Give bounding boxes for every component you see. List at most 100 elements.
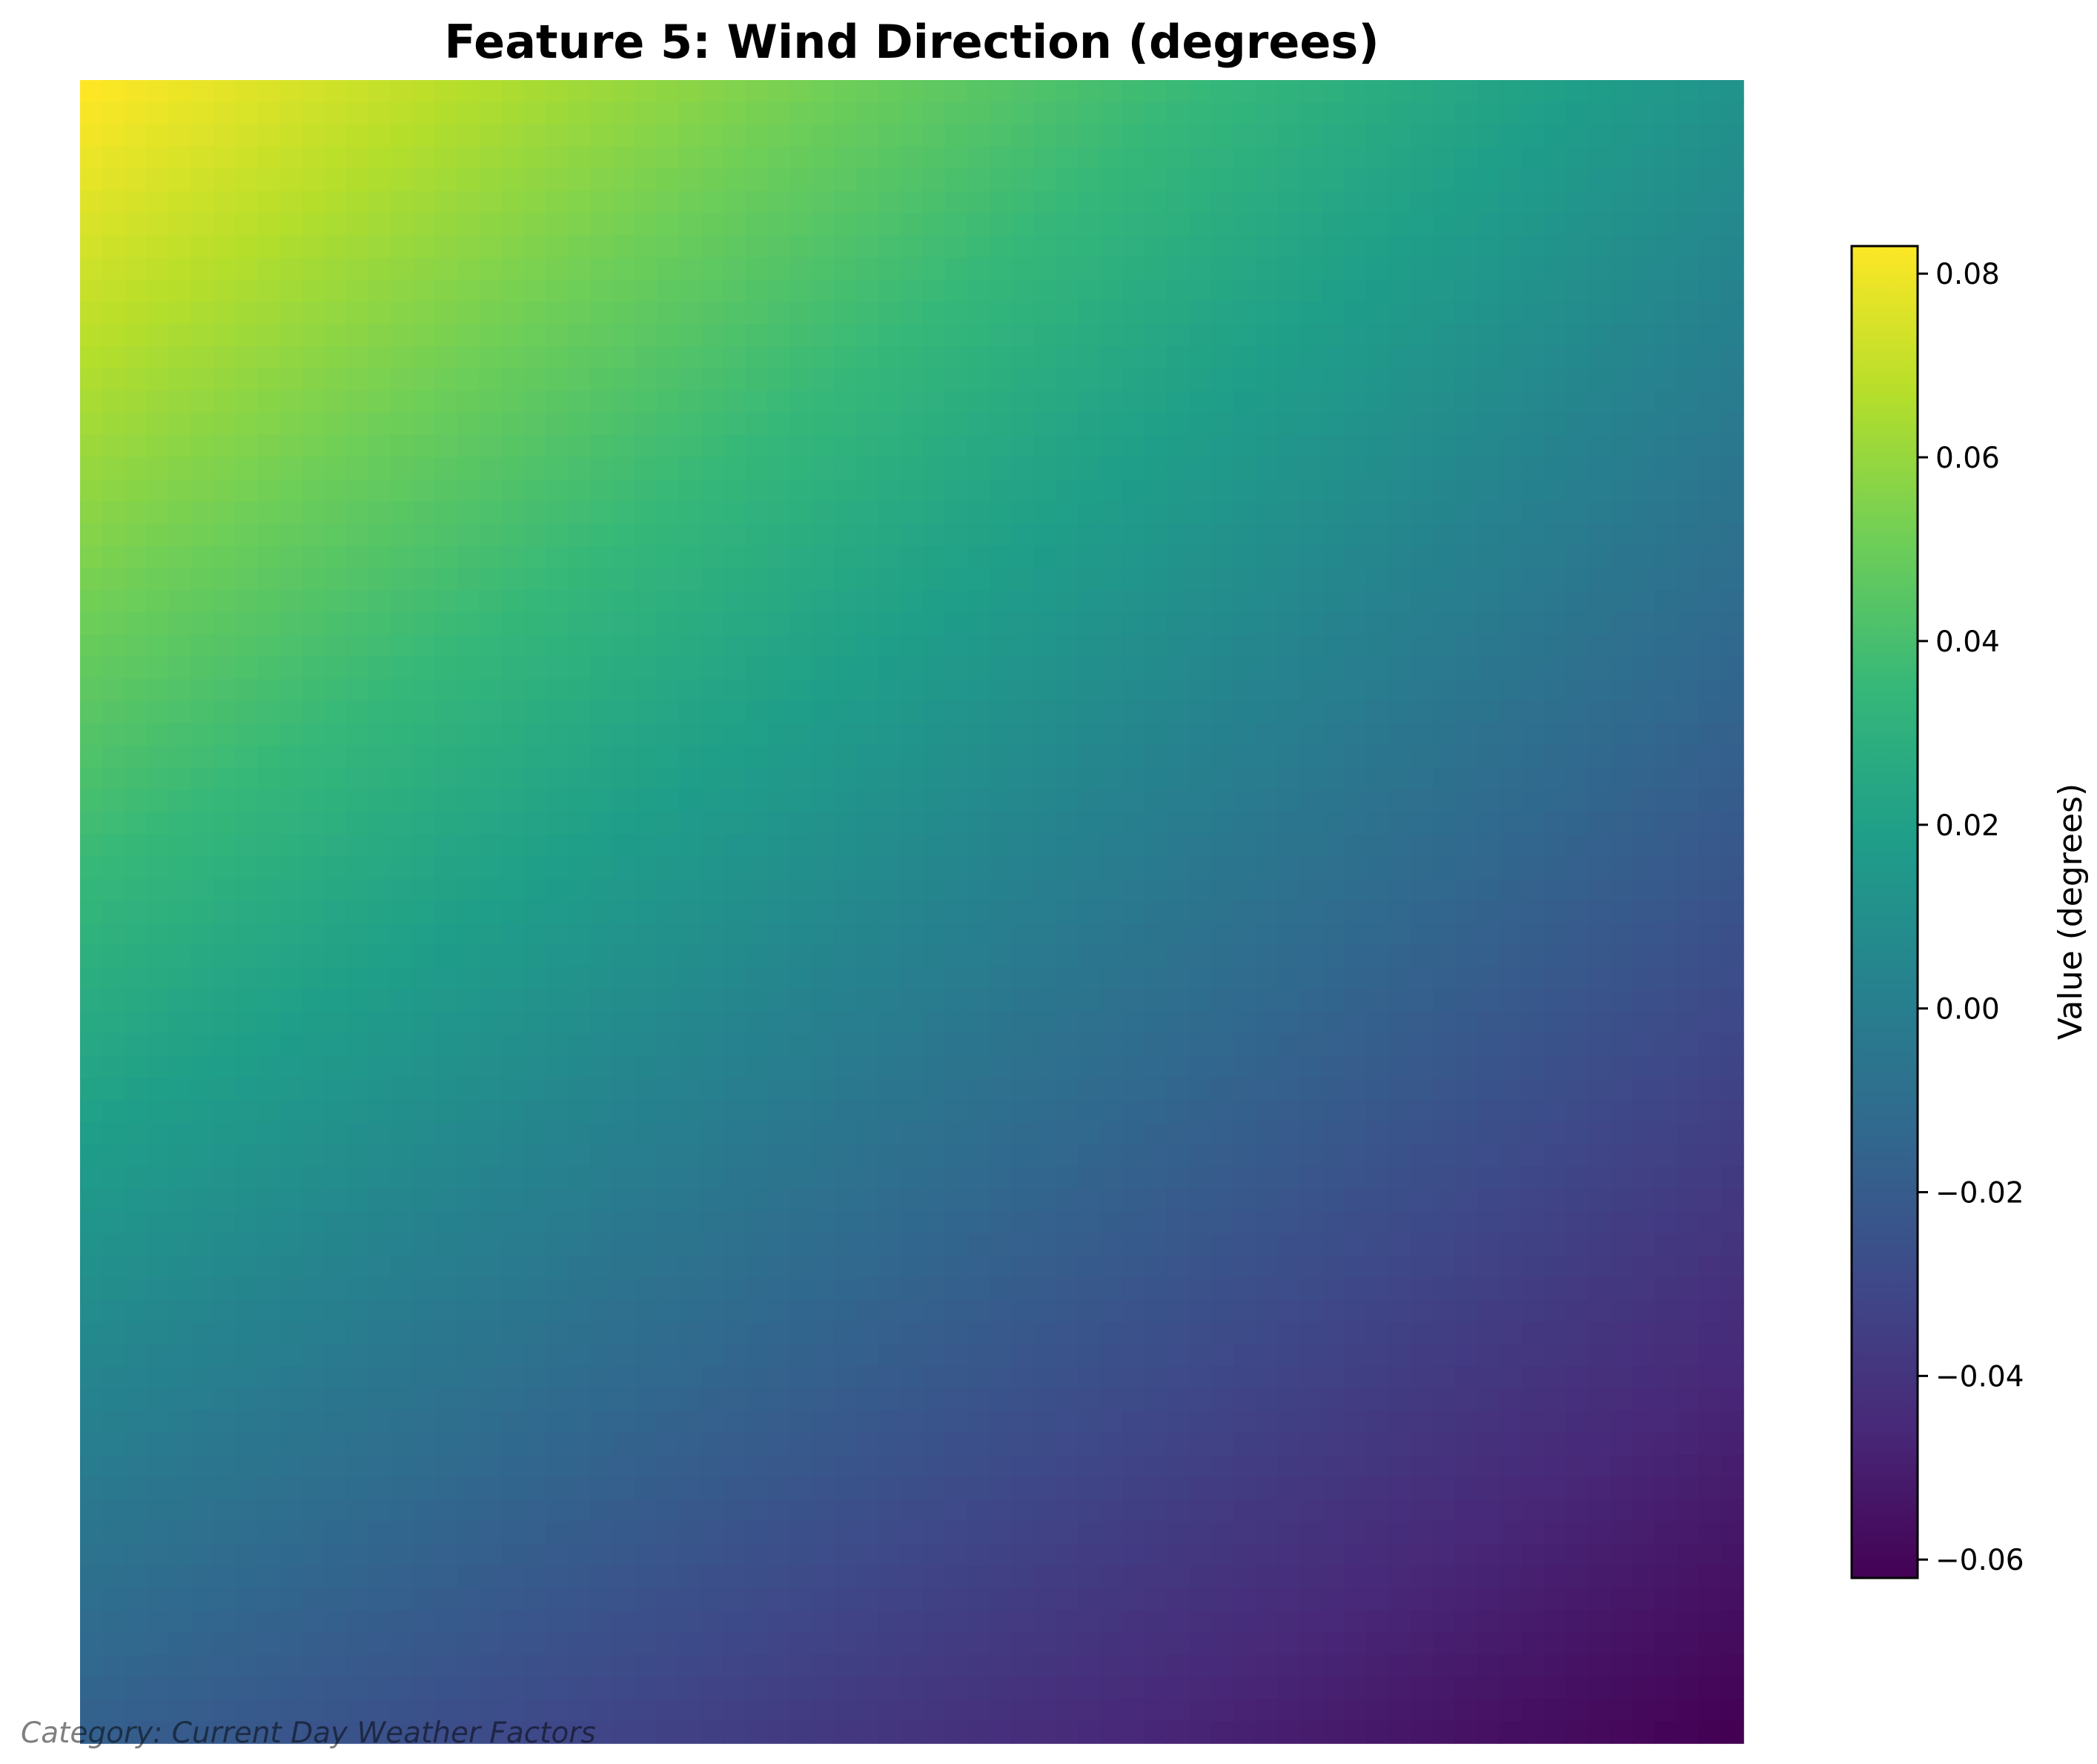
heatmap-cell bbox=[1588, 346, 1611, 369]
heatmap-cell bbox=[324, 1344, 347, 1367]
heatmap-cell bbox=[1366, 1388, 1390, 1411]
heatmap-cell bbox=[523, 124, 547, 147]
heatmap-cell bbox=[812, 546, 835, 569]
heatmap-cell bbox=[457, 856, 480, 879]
heatmap-cell bbox=[568, 346, 591, 369]
heatmap-cell bbox=[1189, 523, 1212, 547]
heatmap-cell bbox=[368, 745, 391, 769]
heatmap-cell bbox=[922, 634, 946, 657]
heatmap-cell bbox=[1411, 1033, 1434, 1057]
heatmap-cell bbox=[1588, 789, 1611, 813]
heatmap-cell bbox=[279, 723, 302, 746]
heatmap-cell bbox=[146, 390, 170, 414]
heatmap-cell bbox=[102, 1255, 125, 1279]
heatmap-cell bbox=[656, 1476, 680, 1500]
heatmap-cell bbox=[700, 1078, 724, 1101]
heatmap-cell bbox=[967, 723, 990, 746]
heatmap-cell bbox=[1677, 346, 1700, 369]
heatmap-cell bbox=[1255, 656, 1279, 680]
heatmap-cell bbox=[1122, 856, 1145, 879]
heatmap-cell bbox=[235, 1167, 259, 1190]
heatmap-cell bbox=[434, 302, 458, 325]
heatmap-cell bbox=[457, 834, 480, 857]
heatmap-cell bbox=[723, 1344, 746, 1367]
heatmap-cell bbox=[1588, 568, 1611, 591]
heatmap-cell bbox=[1122, 1100, 1145, 1124]
heatmap-cell bbox=[1721, 1433, 1744, 1456]
heatmap-cell bbox=[967, 1122, 990, 1145]
heatmap-cell bbox=[1411, 767, 1434, 791]
heatmap-cell bbox=[1366, 457, 1390, 480]
heatmap-cell bbox=[1433, 944, 1456, 968]
heatmap-cell bbox=[523, 1078, 547, 1101]
heatmap-cell bbox=[324, 124, 347, 147]
heatmap-cell bbox=[1344, 944, 1368, 968]
heatmap-cell bbox=[635, 434, 657, 458]
heatmap-cell bbox=[812, 1167, 835, 1190]
heatmap-cell bbox=[191, 767, 214, 791]
heatmap-cell bbox=[1521, 1189, 1545, 1212]
heatmap-cell bbox=[1189, 1277, 1212, 1301]
heatmap-cell bbox=[1632, 80, 1656, 103]
heatmap-cell bbox=[967, 168, 990, 192]
heatmap-cell bbox=[1189, 501, 1212, 525]
heatmap-cell bbox=[1344, 989, 1368, 1012]
heatmap-cell bbox=[168, 1100, 192, 1124]
heatmap-cell bbox=[368, 767, 391, 791]
heatmap-cell bbox=[678, 102, 702, 125]
heatmap-cell bbox=[1277, 812, 1301, 835]
heatmap-cell bbox=[1388, 612, 1411, 635]
heatmap-cell bbox=[656, 989, 680, 1012]
heatmap-cell bbox=[678, 1210, 702, 1234]
heatmap-cell bbox=[1411, 789, 1434, 813]
heatmap-cell bbox=[457, 523, 480, 547]
heatmap-cell bbox=[635, 678, 657, 702]
heatmap-cell bbox=[168, 257, 192, 281]
heatmap-cell bbox=[568, 656, 591, 680]
heatmap-cell bbox=[1388, 168, 1411, 192]
heatmap-cell bbox=[1699, 546, 1722, 569]
heatmap-cell bbox=[1433, 434, 1456, 458]
heatmap-cell bbox=[635, 1499, 657, 1522]
heatmap-cell bbox=[1144, 656, 1167, 680]
heatmap-cell bbox=[1233, 1011, 1256, 1035]
heatmap-cell bbox=[1499, 324, 1523, 347]
heatmap-cell bbox=[412, 124, 436, 147]
heatmap-cell bbox=[812, 257, 835, 281]
heatmap-cell bbox=[878, 745, 901, 769]
heatmap-cell bbox=[1189, 590, 1212, 613]
heatmap-cell bbox=[767, 745, 791, 769]
heatmap-cell bbox=[967, 989, 990, 1012]
heatmap-cell bbox=[346, 124, 369, 147]
heatmap-cell bbox=[1455, 1255, 1478, 1279]
heatmap-cell bbox=[1677, 944, 1700, 968]
heatmap-cell bbox=[1499, 1299, 1523, 1323]
heatmap-cell bbox=[989, 168, 1013, 192]
heatmap-cell bbox=[612, 80, 635, 103]
heatmap-cell bbox=[279, 434, 302, 458]
heatmap-cell bbox=[745, 546, 769, 569]
heatmap-cell bbox=[479, 257, 503, 281]
heatmap-cell bbox=[1344, 412, 1368, 436]
heatmap-cell bbox=[102, 324, 125, 347]
heatmap-cell bbox=[1455, 856, 1478, 879]
heatmap-cell bbox=[124, 723, 148, 746]
heatmap-cell bbox=[1632, 1144, 1656, 1167]
heatmap-cell bbox=[412, 922, 436, 946]
heatmap-cell bbox=[1167, 656, 1190, 680]
heatmap-cell bbox=[1499, 1476, 1523, 1500]
heatmap-cell bbox=[1277, 1033, 1301, 1057]
heatmap-cell bbox=[368, 1033, 391, 1057]
heatmap-cell bbox=[856, 1255, 879, 1279]
heatmap-cell bbox=[546, 1344, 569, 1367]
heatmap-cell bbox=[479, 124, 503, 147]
heatmap-cell bbox=[1721, 590, 1744, 613]
heatmap-cell bbox=[656, 146, 680, 170]
heatmap-cell bbox=[1499, 102, 1523, 125]
heatmap-cell bbox=[102, 767, 125, 791]
heatmap-cell bbox=[1299, 1499, 1323, 1522]
heatmap-cell bbox=[1144, 479, 1167, 503]
heatmap-cell bbox=[546, 1455, 569, 1478]
heatmap-cell bbox=[901, 1167, 924, 1190]
heatmap-cell bbox=[834, 235, 857, 259]
